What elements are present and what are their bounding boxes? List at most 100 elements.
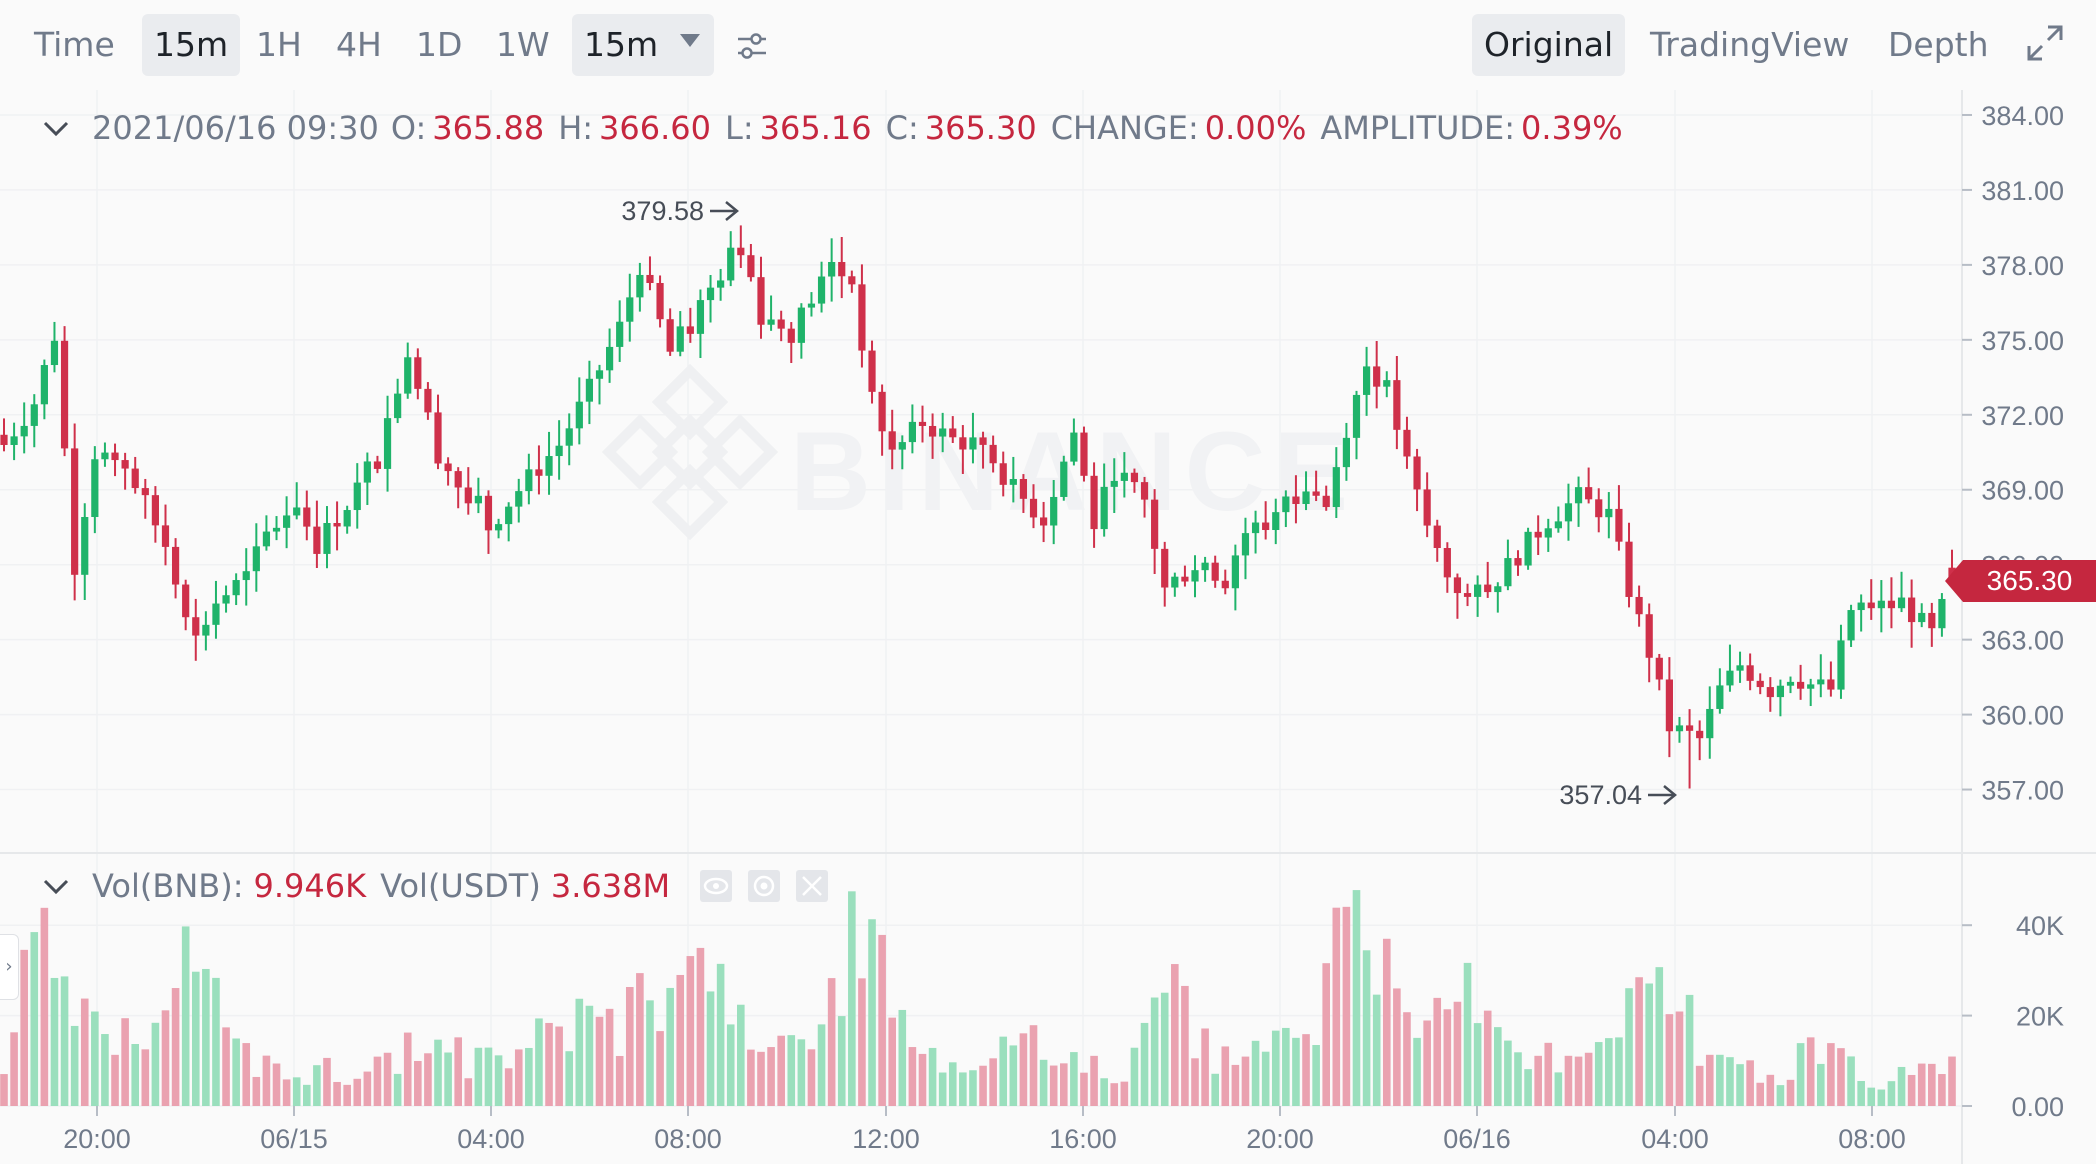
volume-tick-label: 0.00: [2011, 1092, 2064, 1122]
interval-dropdown[interactable]: 15m: [572, 14, 714, 76]
candle-body: [656, 283, 664, 320]
candle-body: [1665, 679, 1673, 732]
volume-bar: [444, 1052, 452, 1106]
candle-body: [949, 428, 957, 438]
volume-bar: [1140, 1022, 1149, 1106]
eye-icon[interactable]: [700, 870, 733, 902]
price-tick-label: 381.00: [1981, 176, 2064, 206]
candle-body: [1554, 521, 1562, 529]
expand-icon[interactable]: [2026, 24, 2064, 62]
interval-1h[interactable]: 1H: [256, 25, 302, 64]
candle-body: [737, 247, 745, 256]
candle-body: [1615, 508, 1623, 542]
candle-body: [898, 442, 906, 450]
low-price-marker: 357.04: [1559, 780, 1642, 810]
volume-bar: [1584, 1052, 1593, 1106]
volume-bar: [1070, 1052, 1078, 1106]
volume-bar: [1887, 1081, 1896, 1106]
legend-amplitude-label: AMPLITUDE:: [1320, 109, 1516, 147]
candle-body: [1080, 432, 1088, 476]
volume-bar: [1382, 938, 1391, 1106]
view-original[interactable]: Original: [1472, 14, 1626, 76]
volume-bar: [151, 1022, 160, 1106]
interval-4h[interactable]: 4H: [336, 25, 382, 64]
volume-bar: [585, 1005, 594, 1106]
ohlc-legend: 2021/06/16 09:30 O: 365.88 H: 366.60 L: 365…: [42, 108, 1637, 148]
volume-bar: [545, 1022, 553, 1106]
volume-bar: [1100, 1078, 1108, 1106]
candle-body: [1272, 512, 1280, 531]
volume-bar: [1241, 1056, 1250, 1106]
candle-body: [343, 510, 351, 527]
volume-bar: [1796, 1043, 1805, 1106]
candle-body: [1453, 577, 1462, 594]
volume-bar: [1049, 1065, 1058, 1106]
interval-time[interactable]: Time: [34, 25, 115, 64]
interval-1w[interactable]: 1W: [496, 25, 550, 64]
view-tradingview[interactable]: TradingView: [1650, 25, 1850, 64]
candle-body: [1312, 491, 1320, 496]
sliders-icon[interactable]: [736, 30, 768, 62]
candle-body: [1766, 687, 1774, 698]
time-tick-label: 20:00: [1246, 1124, 1314, 1154]
candle-body: [494, 524, 503, 531]
candle-body: [1585, 487, 1593, 500]
candle-body: [1282, 496, 1290, 513]
legend-amplitude: 0.39%: [1521, 109, 1623, 147]
candle-body: [283, 515, 291, 528]
volume-bar: [1443, 1009, 1452, 1106]
candle-body: [797, 307, 805, 343]
volume-bar: [1948, 1056, 1956, 1106]
time-tick-label: 08:00: [1838, 1124, 1906, 1154]
candle-body: [1029, 498, 1038, 518]
volume-bar: [101, 1034, 109, 1106]
candle-body: [1877, 600, 1885, 609]
candle-body: [1746, 665, 1754, 681]
candle-body: [101, 452, 109, 460]
volume-bar: [474, 1047, 483, 1106]
legend-close-label: C:: [885, 109, 919, 147]
volume-bar: [615, 1055, 624, 1106]
candle-body: [1706, 708, 1714, 739]
candle-body: [1797, 681, 1805, 689]
volume-bar: [918, 1053, 927, 1106]
price-tick-label: 378.00: [1981, 251, 2064, 281]
candle-body: [0, 434, 8, 445]
volume-bar: [787, 1035, 796, 1106]
candle-body: [363, 461, 371, 483]
interval-15m[interactable]: 15m: [142, 14, 241, 76]
candle-body: [484, 495, 493, 531]
chevron-down-icon[interactable]: [42, 114, 70, 142]
volume-tick-label: 40K: [2016, 911, 2064, 941]
chevron-right-icon: ›: [5, 956, 13, 977]
volume-bar: [1090, 1055, 1098, 1106]
candle-body: [232, 580, 240, 596]
volume-bar: [1705, 1054, 1714, 1106]
candle-body: [908, 421, 916, 443]
candle-body: [444, 463, 452, 472]
side-panel-toggle[interactable]: ›: [0, 934, 19, 1000]
interval-1d[interactable]: 1D: [416, 25, 463, 64]
close-icon[interactable]: [796, 870, 829, 902]
volume-bar: [575, 998, 584, 1106]
volume-bar: [1827, 1043, 1835, 1106]
vol-quote-value: 3.638M: [550, 867, 671, 905]
candle-body: [1807, 684, 1815, 689]
volume-bar: [80, 998, 89, 1106]
candle-body: [858, 284, 866, 351]
candle-body: [787, 328, 795, 343]
candle-body: [1251, 522, 1260, 534]
volume-bar: [464, 1078, 473, 1106]
settings-icon[interactable]: [748, 870, 781, 902]
chevron-down-icon[interactable]: [42, 872, 70, 900]
candle-body: [939, 428, 947, 437]
volume-bar: [878, 934, 886, 1106]
view-depth[interactable]: Depth: [1888, 25, 1989, 64]
volume-bar: [494, 1055, 503, 1106]
volume-bar: [363, 1071, 372, 1106]
candle-body: [1696, 730, 1704, 739]
candle-body: [1140, 482, 1149, 500]
volume-bar: [161, 1010, 170, 1106]
candle-body: [212, 603, 220, 625]
candlestick-chart[interactable]: BINANCE384.00381.00378.00375.00372.00369…: [0, 90, 2096, 1164]
